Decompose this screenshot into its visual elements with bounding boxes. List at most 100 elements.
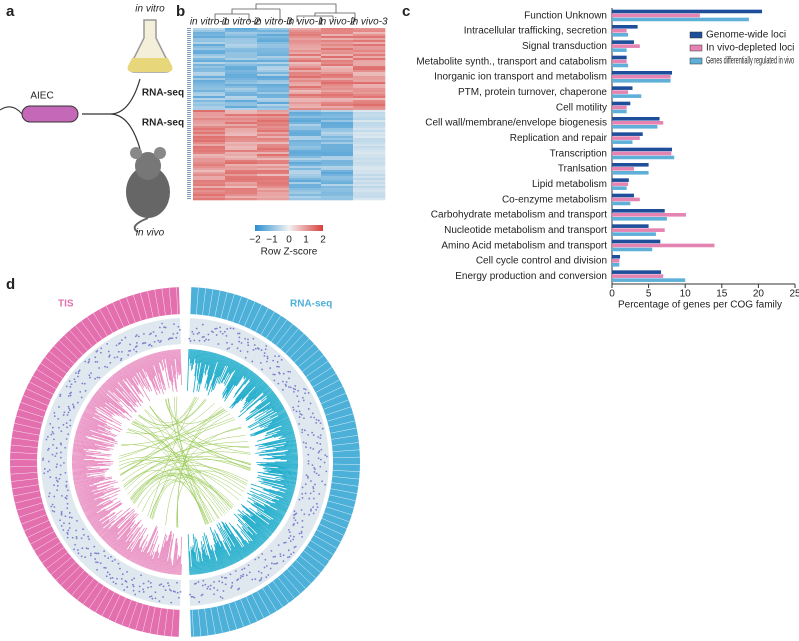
bar bbox=[612, 75, 671, 79]
histogram-bar bbox=[206, 353, 216, 384]
histogram-bar bbox=[266, 423, 292, 434]
histogram-bar bbox=[77, 491, 92, 497]
y-tick-label: Cell motility bbox=[556, 102, 607, 113]
scatter-dot bbox=[252, 337, 255, 340]
heatmap-cell bbox=[289, 190, 322, 193]
heatmap-cell bbox=[257, 184, 290, 187]
ring-divider bbox=[50, 556, 72, 575]
heatmap-cell bbox=[257, 170, 290, 173]
scatter-dot bbox=[106, 366, 109, 369]
scatter-dot bbox=[191, 330, 194, 333]
scatter-dot bbox=[274, 355, 276, 358]
histogram-bar bbox=[129, 542, 141, 562]
heatmap-cell bbox=[257, 96, 290, 99]
histogram-bar bbox=[135, 360, 145, 379]
histogram-bar bbox=[77, 426, 114, 440]
scatter-dot bbox=[304, 388, 307, 391]
ring-divider bbox=[64, 335, 84, 355]
ring-divider bbox=[101, 592, 115, 617]
heatmap-cell bbox=[257, 58, 290, 61]
histogram-bar bbox=[213, 537, 225, 568]
heatmap-cell bbox=[193, 64, 226, 67]
heatmap-cell bbox=[321, 54, 354, 57]
ring-divider bbox=[171, 609, 174, 637]
scatter-dot bbox=[94, 356, 97, 359]
heatmap-cell bbox=[321, 158, 354, 161]
heatmap-cell bbox=[257, 72, 290, 75]
heatmap-cell bbox=[257, 42, 290, 45]
link bbox=[132, 427, 242, 503]
histogram-bar bbox=[242, 517, 267, 541]
histogram-bar bbox=[275, 444, 297, 449]
heatmap-cell bbox=[289, 88, 322, 91]
strain-label: AIEC bbox=[30, 91, 53, 102]
histogram-bar bbox=[187, 534, 191, 575]
heatmap-cell bbox=[257, 198, 290, 201]
histogram-bar bbox=[225, 549, 234, 565]
heatmap-cell bbox=[225, 66, 258, 69]
heatmap-cell bbox=[353, 40, 386, 43]
heatmap-cell bbox=[257, 48, 290, 51]
histogram-bar bbox=[236, 523, 258, 549]
scatter-dot bbox=[260, 571, 263, 574]
heatmap-cell bbox=[257, 32, 290, 35]
heatmap-cell bbox=[321, 90, 354, 93]
row-tick bbox=[187, 110, 191, 111]
ring-divider bbox=[324, 512, 350, 523]
heatmap-cell bbox=[353, 186, 386, 189]
ring-divider bbox=[10, 444, 38, 448]
scatter-dot bbox=[147, 580, 150, 583]
scatter-dot bbox=[153, 341, 156, 343]
histogram-bar bbox=[113, 373, 137, 403]
heatmap-cell bbox=[321, 56, 354, 59]
scatter-dot bbox=[150, 345, 153, 347]
heatmap-cell bbox=[289, 164, 322, 167]
histogram-bar bbox=[88, 402, 96, 408]
scatter-dot bbox=[177, 325, 180, 328]
heatmap-cell bbox=[289, 72, 322, 75]
scatter-dot bbox=[305, 474, 308, 477]
heatmap-cell bbox=[257, 150, 290, 153]
scatter-dot bbox=[282, 554, 285, 557]
histogram-bar bbox=[222, 363, 242, 397]
scatter-dot bbox=[164, 589, 167, 592]
histogram-bar bbox=[261, 479, 296, 488]
histogram-bar bbox=[79, 487, 118, 503]
histogram-bar bbox=[134, 547, 143, 564]
scatter-dot bbox=[131, 583, 134, 586]
histogram-bar bbox=[262, 473, 297, 480]
column-label: in vitro-1 bbox=[190, 17, 228, 28]
histogram-bar bbox=[143, 356, 157, 390]
row-tick bbox=[187, 170, 191, 171]
heatmap-cell bbox=[257, 64, 290, 67]
bar bbox=[612, 163, 649, 167]
heatmap-cell bbox=[289, 94, 322, 97]
scatter-dot bbox=[64, 446, 67, 449]
histogram-bar bbox=[85, 497, 118, 516]
scatter-dot bbox=[105, 575, 108, 578]
scatter-dot bbox=[61, 495, 63, 497]
heatmap-cell bbox=[225, 84, 258, 87]
histogram-bar bbox=[276, 407, 285, 413]
heatmap-cell bbox=[321, 68, 354, 71]
scatter-dot bbox=[273, 562, 275, 565]
scatter-dot bbox=[222, 590, 225, 592]
heatmap-cell bbox=[257, 142, 290, 145]
histogram-bar bbox=[76, 430, 92, 436]
histogram-bar bbox=[101, 385, 121, 403]
histogram-bar bbox=[79, 487, 120, 504]
row-tick bbox=[187, 184, 191, 185]
scatter-dot bbox=[312, 512, 315, 515]
histogram-bar bbox=[86, 405, 98, 412]
histogram-bar bbox=[252, 540, 259, 549]
scatter-dot bbox=[97, 552, 100, 555]
heatmap-cell bbox=[321, 64, 354, 67]
histogram-bar bbox=[237, 519, 262, 546]
scatter-dot bbox=[209, 588, 212, 591]
scatter-dot bbox=[226, 348, 229, 350]
histogram-bar bbox=[137, 546, 147, 565]
histogram-bar bbox=[240, 530, 257, 551]
ring-divider bbox=[332, 442, 359, 446]
ring-divider bbox=[312, 373, 337, 388]
histogram-bar bbox=[78, 488, 107, 500]
